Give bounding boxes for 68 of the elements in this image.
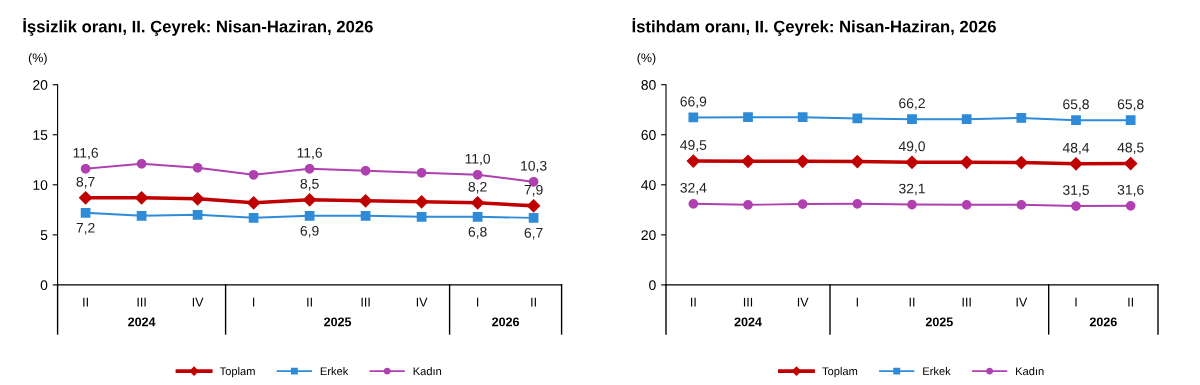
y-tick-label: 15 <box>33 130 48 140</box>
y-tick-label: 80 <box>641 80 656 90</box>
y-tick-label: 0 <box>649 280 656 291</box>
data-label: 66,9 <box>680 96 707 109</box>
x-tick-label: III <box>137 297 146 307</box>
x-tick-label: I <box>253 297 255 307</box>
legend-label: Kadın <box>1016 366 1044 376</box>
data-label: 8,7 <box>76 176 95 189</box>
x-tick-label: II <box>691 297 696 307</box>
y-tick-label: 20 <box>641 230 656 241</box>
x-tick-label: II <box>1128 297 1133 307</box>
x-tick-label: IV <box>416 297 428 307</box>
legend-label: Toplam <box>219 366 255 378</box>
data-label: 66,2 <box>899 98 925 110</box>
x-tick-label: II <box>531 297 536 307</box>
x-tick-label: II <box>307 297 312 307</box>
chart-title: İstihdam oranı, II. Çeyrek: Nisan-Haziran, 2026 <box>632 18 996 36</box>
data-label: 48,4 <box>1062 142 1090 155</box>
x-tick-label: I <box>1075 297 1077 307</box>
data-label: 10,3 <box>521 160 547 173</box>
data-label: 48,5 <box>1117 142 1144 155</box>
data-label: 32,1 <box>899 183 925 196</box>
data-label: 8,5 <box>300 178 319 191</box>
text: 2025 <box>324 317 352 327</box>
data-label: 65,8 <box>1063 99 1089 111</box>
chart-title: İşsizlik oranı, II. Çeyrek: Nisan-Haziran, 2026 <box>23 18 373 36</box>
y-tick-label: 5 <box>40 230 48 241</box>
data-label: 6,7 <box>524 227 543 240</box>
x-tick-label: I <box>856 297 858 307</box>
data-label: 11,6 <box>297 147 322 160</box>
text: 2024 <box>734 317 762 327</box>
data-label: 7,9 <box>524 184 543 197</box>
data-label: 49,5 <box>680 140 707 152</box>
legend-label: Erkek <box>320 366 349 376</box>
y-tick-label: 10 <box>33 180 48 190</box>
legend-label: Toplam <box>822 366 858 378</box>
y-axis-title: (%) <box>637 53 656 65</box>
y-axis-title: (%) <box>28 53 47 65</box>
data-label: 11,0 <box>465 153 491 166</box>
text: 2026 <box>1089 317 1117 327</box>
y-tick-label: 40 <box>641 180 656 190</box>
text: 2024 <box>128 317 156 327</box>
x-tick-label: III <box>962 297 971 307</box>
x-tick-label: IV <box>797 297 809 307</box>
x-tick-label: III <box>743 297 753 307</box>
data-label: 6,9 <box>300 225 319 238</box>
data-label: 11,6 <box>73 147 98 160</box>
data-label: 65,8 <box>1117 99 1144 111</box>
legend-label: Erkek <box>923 366 951 376</box>
text: 2026 <box>492 317 520 327</box>
x-tick-label: III <box>361 297 370 307</box>
y-tick-label: 20 <box>33 80 48 90</box>
data-label: 31,6 <box>1117 184 1144 197</box>
x-tick-label: IV <box>1016 297 1028 307</box>
data-label: 7,2 <box>76 222 95 235</box>
data-label: 31,5 <box>1063 185 1089 197</box>
x-tick-label: I <box>477 297 479 307</box>
x-tick-label: II <box>909 297 915 307</box>
data-label: 49,0 <box>898 141 925 153</box>
text: 2025 <box>925 317 953 327</box>
legend-label: Kadın <box>413 366 442 376</box>
data-label: 32,4 <box>680 182 707 195</box>
x-tick-label: IV <box>192 297 204 307</box>
y-tick-label: 60 <box>641 130 656 140</box>
y-tick-label: 0 <box>40 280 48 291</box>
x-tick-label: II <box>83 297 88 307</box>
data-label: 6,8 <box>468 226 487 239</box>
data-label: 8,2 <box>468 181 487 194</box>
